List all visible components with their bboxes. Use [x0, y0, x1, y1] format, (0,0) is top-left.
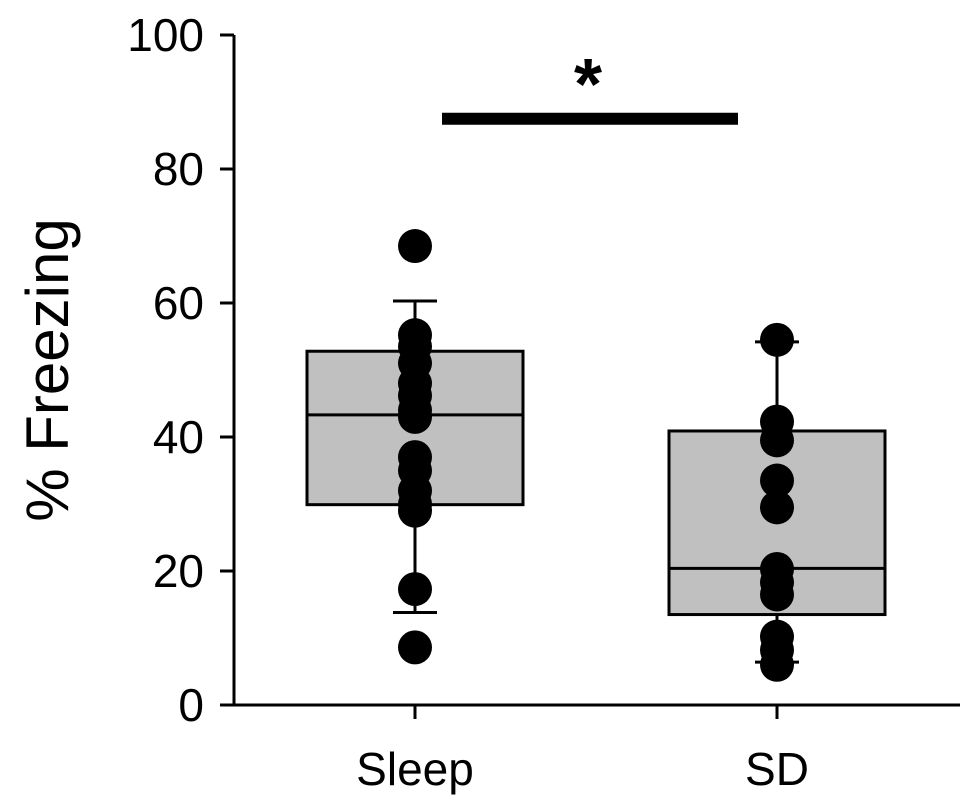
box-plots [305, 299, 887, 664]
data-point [760, 423, 794, 458]
y-tick-label: 0 [178, 679, 204, 731]
data-points [398, 229, 794, 682]
axes: 0 20 40 60 80 100 Sleep SD [127, 9, 960, 795]
y-tick-label: 80 [153, 143, 204, 195]
data-point [760, 322, 794, 357]
x-tick-label: SD [745, 743, 809, 795]
significance-marker: * [574, 45, 602, 125]
y-tick-label: 60 [153, 277, 204, 329]
annotations: * [442, 45, 738, 125]
data-point [398, 630, 432, 665]
y-tick-label: 40 [153, 411, 204, 463]
data-point [760, 647, 794, 682]
data-point [398, 229, 432, 264]
data-point [398, 493, 432, 528]
data-point [760, 490, 794, 525]
x-tick-label: Sleep [356, 743, 474, 795]
y-axis-label: % Freezing [14, 218, 81, 521]
data-point [398, 572, 432, 607]
y-tick-label: 20 [153, 545, 204, 597]
data-point [398, 399, 432, 434]
data-point [760, 463, 794, 498]
y-tick-label: 100 [127, 9, 204, 61]
data-point [760, 577, 794, 612]
